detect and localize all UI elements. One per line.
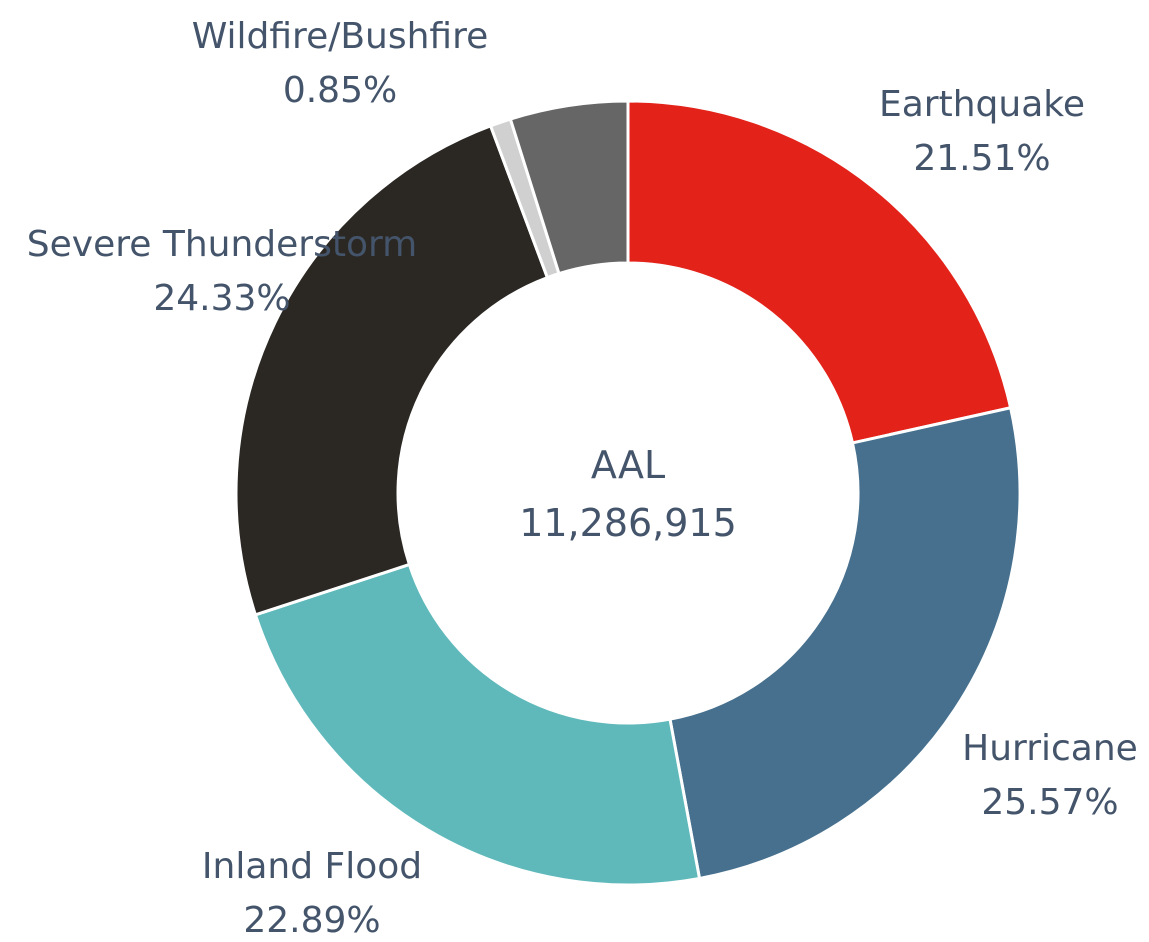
center-value: 11,286,915 [519,501,737,545]
label-severe-thunderstorm-name: Severe Thunderstorm [27,224,417,265]
center-label: AAL [591,443,665,487]
label-wildfire-name: Wildfire/Bushfire [192,16,489,57]
label-inland-flood-name: Inland Flood [202,846,422,887]
slice-severe-thunderstorm [234,123,550,617]
label-inland-flood-pct: 22.89% [243,900,380,941]
slice-earthquake [626,99,1013,445]
label-earthquake-pct: 21.51% [913,138,1050,179]
label-hurricane-name: Hurricane [962,728,1138,769]
label-severe-thunderstorm-pct: 24.33% [153,278,290,319]
slice-hurricane [668,405,1022,881]
label-wildfire-pct: 0.85% [283,70,397,111]
slice-inland-flood [253,562,702,887]
label-earthquake-name: Earthquake [879,84,1085,125]
label-hurricane-pct: 25.57% [981,782,1118,823]
slice-other [508,99,630,276]
donut-slices [234,99,1022,887]
